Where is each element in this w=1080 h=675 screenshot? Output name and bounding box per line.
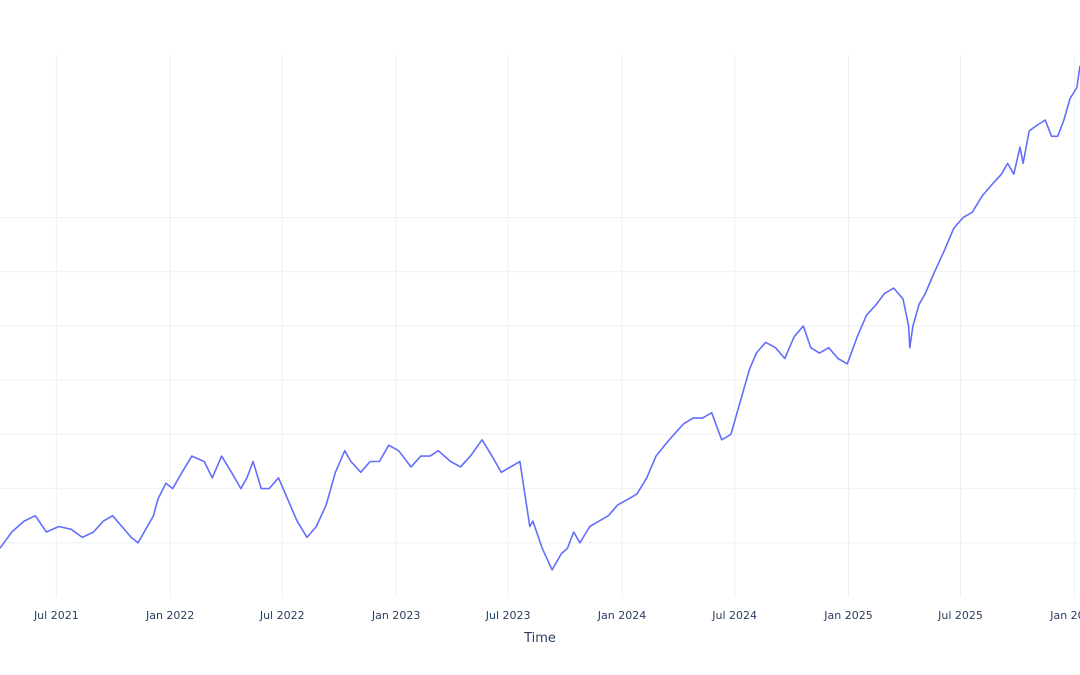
x-tick-label-3: Jan 2023 [371, 609, 420, 622]
x-tick-label-0: Jul 2021 [33, 609, 79, 622]
x-axis-title: Time [523, 631, 556, 646]
x-tick-label-5: Jan 2024 [597, 609, 646, 622]
x-tick-label-7: Jan 2025 [823, 609, 872, 622]
x-axis-ticks: Jul 2021 Jan 2022 Jul 2022 Jan 2023 Jul 2023… [33, 609, 1080, 622]
x-tick-label-8: Jul 2025 [937, 609, 983, 622]
x-tick-label-4: Jul 2023 [485, 609, 531, 622]
series-layer [0, 65, 1080, 571]
series-line-0 [0, 65, 1080, 571]
gridlines [0, 55, 1080, 597]
x-tick-label-9: Jan 2026 [1049, 609, 1080, 622]
x-tick-label-2: Jul 2022 [259, 609, 305, 622]
x-tick-label-1: Jan 2022 [145, 609, 194, 622]
x-tick-label-6: Jul 2024 [711, 609, 757, 622]
